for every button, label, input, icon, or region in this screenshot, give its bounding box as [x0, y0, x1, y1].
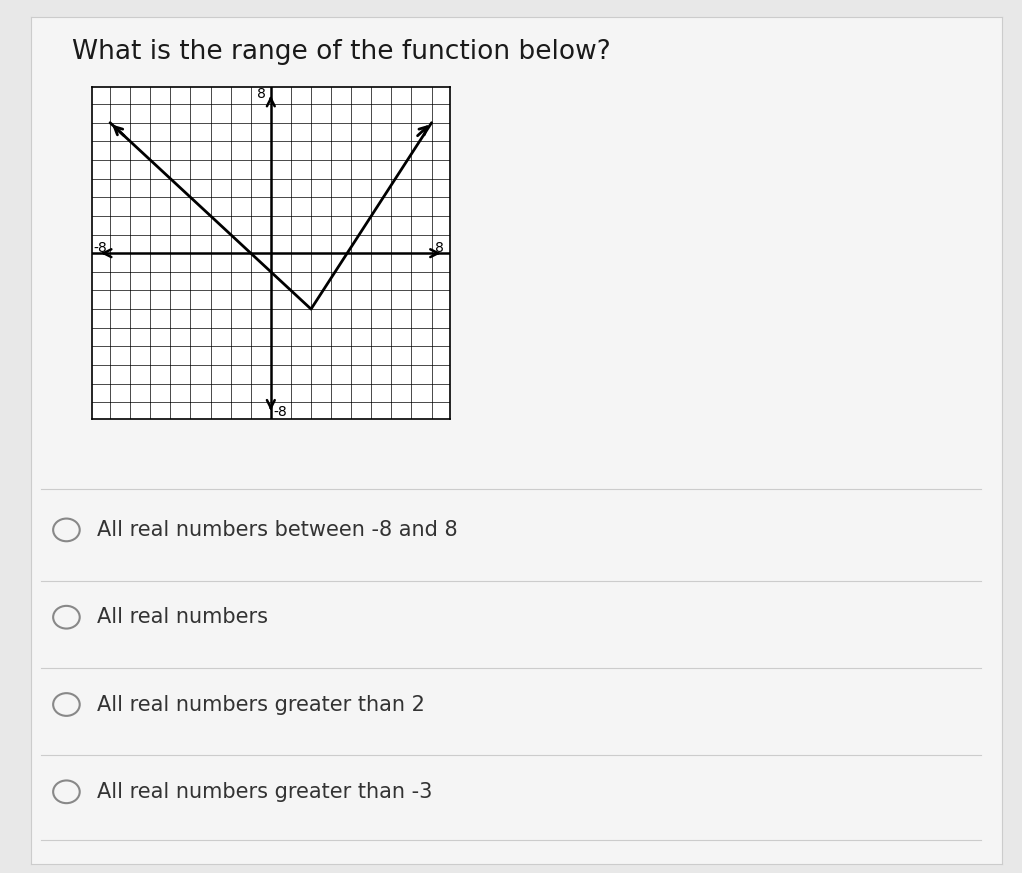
- Text: -8: -8: [93, 241, 107, 255]
- Text: 8: 8: [434, 241, 444, 255]
- Text: All real numbers greater than -3: All real numbers greater than -3: [97, 782, 432, 801]
- Text: What is the range of the function below?: What is the range of the function below?: [72, 39, 610, 65]
- Text: -8: -8: [274, 405, 287, 419]
- Text: 8: 8: [257, 87, 266, 101]
- Text: All real numbers between -8 and 8: All real numbers between -8 and 8: [97, 520, 458, 540]
- Text: All real numbers greater than 2: All real numbers greater than 2: [97, 695, 425, 714]
- Text: All real numbers: All real numbers: [97, 608, 268, 627]
